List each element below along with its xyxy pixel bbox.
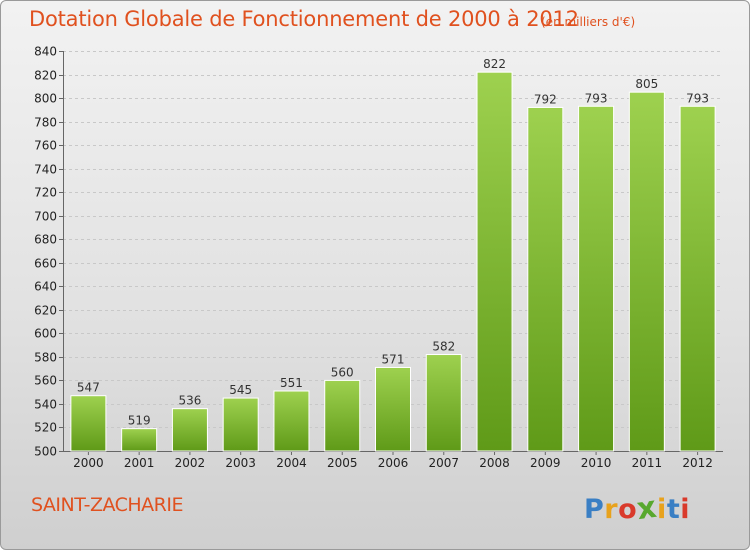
y-tick-label: 760	[34, 139, 57, 153]
value-label: 536	[178, 394, 201, 408]
x-tick-label: 2002	[175, 456, 206, 470]
y-tick-label: 500	[34, 445, 57, 459]
y-tick-label: 560	[34, 374, 57, 388]
x-tick-label: 2012	[682, 456, 713, 470]
bar-2004	[273, 390, 310, 452]
bar-2005	[324, 379, 361, 452]
value-label: 547	[77, 381, 100, 395]
value-label: 545	[229, 383, 252, 397]
y-tick-label: 800	[34, 92, 57, 106]
commune-name: SAINT-ZACHARIE	[31, 494, 184, 516]
x-tick-label: 2004	[276, 456, 307, 470]
y-tick-label: 720	[34, 186, 57, 200]
y-tick-label: 740	[34, 163, 57, 177]
y-tick-label: 780	[34, 116, 57, 130]
x-tick-label: 2007	[428, 456, 459, 470]
y-tick-label: 820	[34, 69, 57, 83]
y-tick-label: 600	[34, 327, 57, 341]
value-label: 551	[280, 376, 303, 390]
x-tick-label: 2011	[632, 456, 663, 470]
value-label: 793	[686, 91, 709, 105]
bar-2012	[679, 105, 716, 452]
bar-2003	[222, 397, 259, 452]
bar-2010	[578, 105, 615, 452]
value-label: 571	[382, 352, 405, 366]
x-tick-label: 2008	[479, 456, 510, 470]
data-labels: 547 519 536 545 551 560 571 582 822 792 793 805 793	[77, 57, 709, 427]
x-tick-label: 2000	[73, 456, 104, 470]
bar-2006	[375, 366, 411, 452]
x-tick-label: 2001	[124, 456, 155, 470]
bar-2008	[476, 71, 513, 452]
proxiti-logo[interactable]: Proxiti	[584, 489, 690, 528]
bar-2009	[527, 106, 564, 452]
value-label: 805	[635, 77, 658, 91]
value-label: 560	[331, 365, 354, 379]
x-tick-label: 2009	[530, 456, 561, 470]
x-tick-label: 2010	[581, 456, 612, 470]
x-tick-label: 2005	[327, 456, 358, 470]
y-tick-label: 520	[34, 421, 57, 435]
chart-title: Dotation Globale de Fonctionnement de 20…	[29, 7, 579, 31]
value-label: 793	[585, 91, 608, 105]
y-tick-label: 840	[34, 45, 57, 59]
value-label: 822	[483, 57, 506, 71]
value-label: 582	[432, 340, 455, 354]
y-tick-label: 660	[34, 257, 57, 271]
x-tick-label: 2003	[225, 456, 256, 470]
bar-2002	[171, 408, 208, 452]
y-tick-label: 640	[34, 280, 57, 294]
y-tick-label: 620	[34, 304, 57, 318]
y-tick-label: 680	[34, 233, 57, 247]
y-tick-label: 540	[34, 398, 57, 412]
chart-unit: (en milliers d'€)	[541, 15, 636, 29]
value-label: 792	[534, 92, 557, 106]
y-tick-label: 580	[34, 351, 57, 365]
y-tick-label: 700	[34, 210, 57, 224]
bar-2000	[70, 395, 107, 452]
bar-2007	[425, 354, 462, 452]
x-tick-label: 2006	[378, 456, 409, 470]
bars	[70, 71, 716, 452]
bar-2011	[628, 91, 665, 452]
value-label: 519	[128, 414, 151, 428]
bar-2001	[121, 428, 158, 452]
